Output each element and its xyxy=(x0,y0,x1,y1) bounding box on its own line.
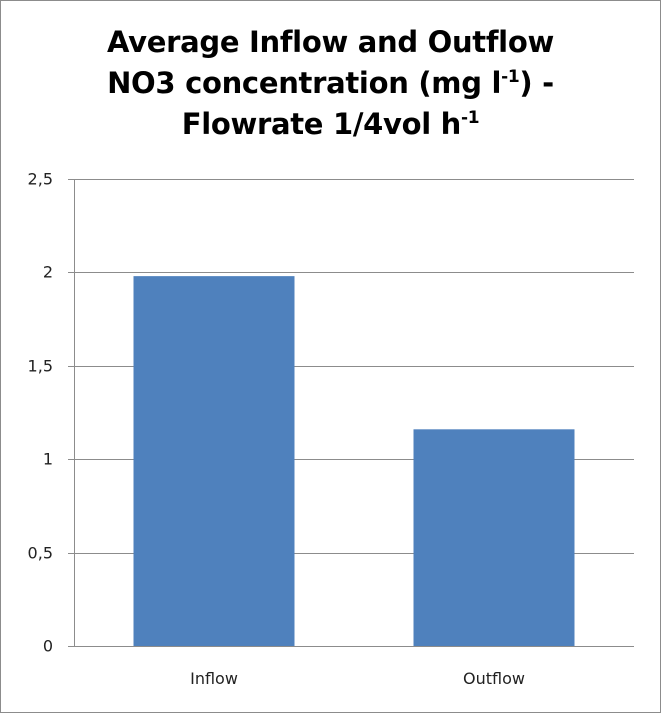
title-line-3-superscript: -1 xyxy=(461,108,480,128)
title-line-3-main: Flowrate 1/4vol h xyxy=(181,107,462,141)
y-tick-label: 1,5 xyxy=(28,357,53,376)
bar-inflow xyxy=(133,276,295,646)
y-tick-label: 0,5 xyxy=(28,544,53,563)
bar-outflow xyxy=(413,429,575,646)
y-tick-label: 0 xyxy=(43,637,53,656)
x-axis-category-labels: Inflow Outflow xyxy=(190,669,525,688)
title-line-2-main: NO3 concentration (mg l xyxy=(107,66,502,100)
bars xyxy=(133,276,575,646)
y-tick-label: 2 xyxy=(43,263,53,282)
y-tick-label: 2,5 xyxy=(28,170,53,189)
title-line-2-superscript: -1 xyxy=(501,67,520,87)
title-line-3: Flowrate 1/4vol h-1 xyxy=(0,104,661,145)
x-category-label: Inflow xyxy=(190,669,238,688)
title-line-1: Average Inflow and Outflow xyxy=(107,25,554,59)
title-line-2-end: ) - xyxy=(519,66,554,100)
chart-title: Average Inflow and Outflow NO3 concentra… xyxy=(0,22,661,145)
y-tick-label: 1 xyxy=(43,450,53,469)
y-axis-tick-labels: 0 0,5 1 1,5 2 2,5 xyxy=(28,170,53,656)
title-line-2: NO3 concentration (mg l-1) - xyxy=(0,63,661,104)
x-category-label: Outflow xyxy=(463,669,525,688)
